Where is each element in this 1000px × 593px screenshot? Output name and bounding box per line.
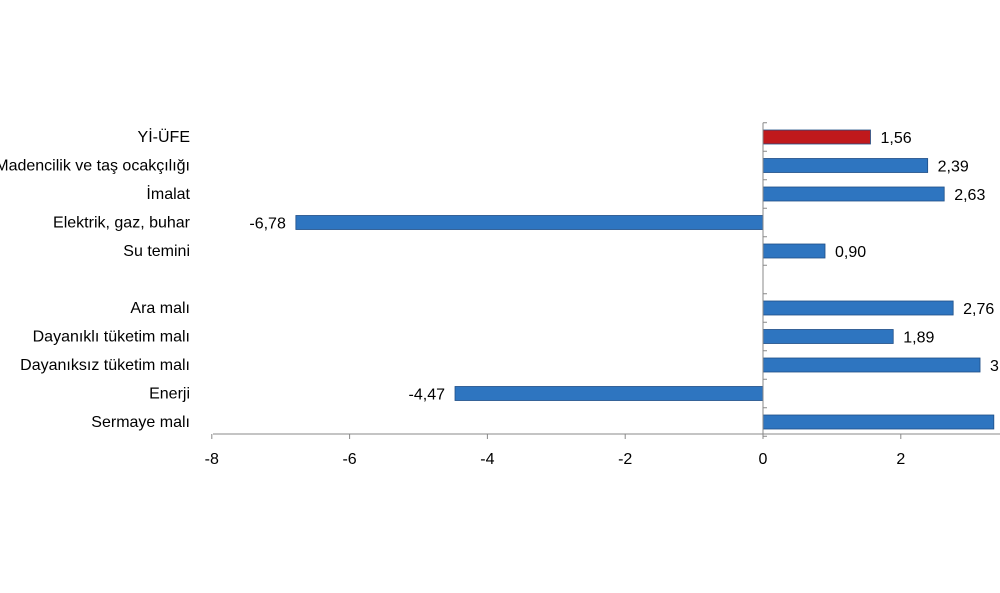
category-label: Enerji [149,386,190,403]
bar [762,129,871,145]
category-label: Sermaye malı [91,414,190,431]
category-label: Dayanıklı tüketim malı [33,329,190,346]
bar [762,186,945,202]
bar [762,158,929,173]
value-label: 1,89 [903,330,934,347]
value-label: 1,56 [880,130,911,147]
category-label: Elektrik, gaz, buhar [53,215,191,232]
bars [295,129,995,430]
category-label: Madencilik ve taş ocakçılığı [0,158,190,175]
category-label: Dayanıksız tüketim malı [20,357,190,374]
x-tick-label: 0 [759,451,768,468]
bar [762,357,981,373]
bar [762,414,995,430]
value-label: 2,76 [963,301,994,318]
x-tick-label: 2 [896,451,905,468]
category-labels: Yİ-ÜFE Madencilik ve taş ocakçılığı İmalat… [0,127,191,431]
value-label: 3 [990,358,999,375]
axes: -8 -6 -4 -2 0 2 [205,122,1000,468]
x-tick-label: -4 [480,451,494,468]
value-label: 0,90 [835,244,866,261]
category-label: İmalat [146,184,190,203]
value-label: -6,78 [249,216,286,233]
bar [762,329,894,344]
value-label: 2,39 [938,159,969,176]
bar [454,386,764,401]
value-label: 2,63 [954,187,985,204]
value-label: -4,47 [409,387,446,404]
category-label: Ara malı [130,300,190,317]
category-label: Yİ-ÜFE [138,127,190,146]
x-tick-label: -6 [342,451,356,468]
x-tick-label: -8 [205,451,219,468]
bar [295,215,764,230]
x-tick-label: -2 [618,451,632,468]
bar [762,300,954,316]
category-label: Su temini [123,243,190,260]
value-labels: 1,56 2,39 2,63 -6,78 0,90 2,76 1,89 3 -4,47 [249,130,999,404]
bar [762,243,826,259]
